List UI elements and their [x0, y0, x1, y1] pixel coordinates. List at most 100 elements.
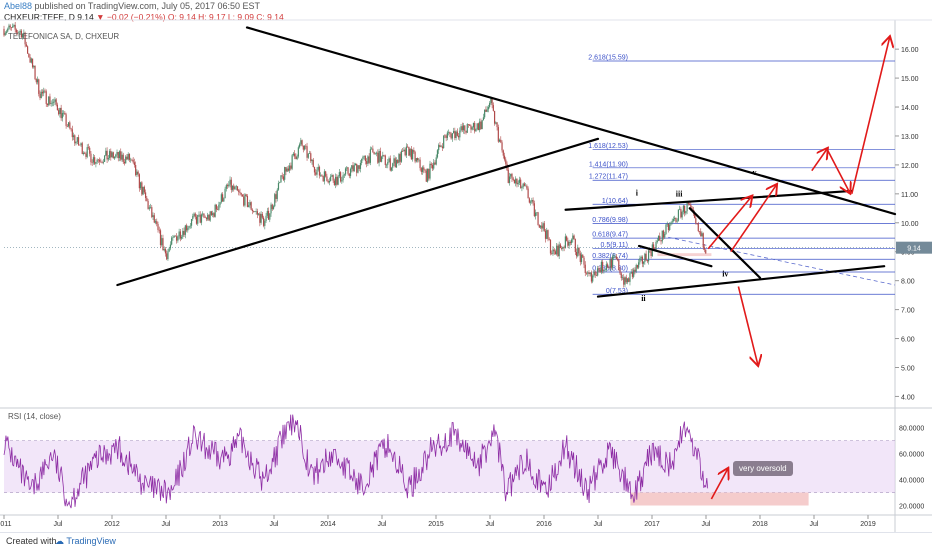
candle-body: [523, 183, 525, 186]
candle-body: [240, 193, 242, 195]
candle-body: [123, 161, 126, 164]
candle-body: [215, 204, 217, 210]
candle-body: [137, 171, 139, 175]
candle-body: [138, 174, 140, 189]
candle-body: [143, 186, 145, 193]
candle-body: [148, 207, 150, 209]
candle-body: [156, 221, 158, 225]
candle-body: [34, 65, 36, 80]
fib-level-label: 1.618(12.53): [588, 143, 628, 150]
x-tick-label: 2013: [212, 521, 228, 528]
candle-body: [328, 181, 331, 183]
candle-body: [117, 152, 119, 159]
candle-body: [619, 270, 621, 274]
candle-body: [105, 150, 107, 156]
candle-body: [224, 188, 226, 199]
candle-body: [609, 259, 611, 268]
candle-body: [256, 211, 258, 215]
candle-body: [59, 107, 61, 115]
candle-body: [440, 146, 442, 148]
candle-body: [670, 222, 672, 225]
candle-body: [656, 240, 658, 242]
candle-body: [316, 169, 318, 175]
candle-body: [313, 167, 316, 173]
candle-body: [682, 205, 684, 212]
x-tick-label: 2012: [104, 521, 120, 528]
candle-body: [82, 152, 85, 154]
candle-body: [294, 153, 296, 157]
candle-body: [92, 157, 95, 163]
candle-body: [135, 164, 137, 175]
candle-body: [111, 152, 113, 158]
tradingview-logo[interactable]: ☁ TradingView: [55, 536, 116, 546]
rsi-series-line: [3, 414, 709, 509]
created-with: Created with: [6, 536, 57, 546]
candle-body: [162, 238, 164, 251]
candle-body: [87, 147, 90, 148]
candle-body: [258, 213, 260, 215]
candle-body: [428, 168, 430, 179]
rsi-line: [3, 414, 709, 509]
candle-body: [323, 171, 326, 182]
candle-body: [587, 272, 589, 274]
author-link[interactable]: Abel88: [4, 1, 33, 11]
candle-body: [366, 161, 368, 164]
candle-body: [214, 204, 216, 217]
candle-body: [595, 275, 598, 276]
candle-body: [479, 121, 481, 131]
candle-body: [363, 156, 365, 157]
candle-body: [371, 148, 373, 150]
y-tick-label: 10.00: [901, 221, 919, 228]
candle-body: [72, 135, 75, 138]
candle-body: [333, 180, 335, 185]
candle-body: [352, 165, 354, 172]
candle-body: [50, 103, 52, 104]
candle-body: [243, 196, 245, 206]
candle-body: [75, 141, 77, 144]
candle-body: [584, 264, 586, 273]
rsi-arrow-up: [710, 469, 727, 500]
candle-body: [253, 210, 255, 212]
candle-body: [179, 231, 181, 239]
candle-body: [230, 179, 232, 190]
candle-body: [472, 122, 475, 128]
candle-body: [281, 175, 283, 177]
candle-body: [644, 253, 646, 262]
candle-body: [633, 269, 635, 277]
candle-body: [398, 154, 400, 163]
candle-body: [528, 198, 530, 203]
candle-body: [116, 152, 118, 155]
candle-body: [125, 156, 127, 164]
candle-body: [178, 231, 180, 237]
candle-body: [238, 190, 240, 193]
candle-body: [666, 223, 668, 225]
candle-body: [522, 183, 524, 188]
candle-body: [296, 156, 298, 160]
candle-body: [676, 220, 678, 222]
candle-body: [344, 168, 347, 175]
candle-body: [65, 114, 67, 126]
candle-body: [530, 201, 532, 203]
candle-body: [600, 261, 603, 273]
chart-svg[interactable]: 0(7.53)0.236(8.30)0.382(8.74)0.5(9.11)0.…: [0, 0, 932, 532]
arrow-up-3: [811, 149, 827, 172]
candle-body: [570, 239, 573, 244]
x-tick-label: Jul: [270, 521, 279, 528]
candle-body: [553, 249, 555, 252]
tradingview-brand: TradingView: [66, 536, 116, 546]
candle-body: [9, 25, 11, 28]
candle-body: [649, 250, 651, 252]
candle-body: [239, 192, 241, 194]
lower-channel-line: [596, 265, 886, 298]
candle-body: [482, 117, 485, 121]
candle-body: [554, 251, 557, 255]
rsi-tick-label: 20.0000: [899, 504, 924, 511]
candle-body: [261, 213, 263, 218]
candle-body: [96, 159, 98, 163]
candle-body: [639, 258, 641, 263]
candle-body: [187, 228, 189, 231]
fib-level-label: 0.618(9.47): [592, 232, 628, 239]
candle-body: [207, 214, 209, 220]
candle-body: [625, 277, 627, 283]
